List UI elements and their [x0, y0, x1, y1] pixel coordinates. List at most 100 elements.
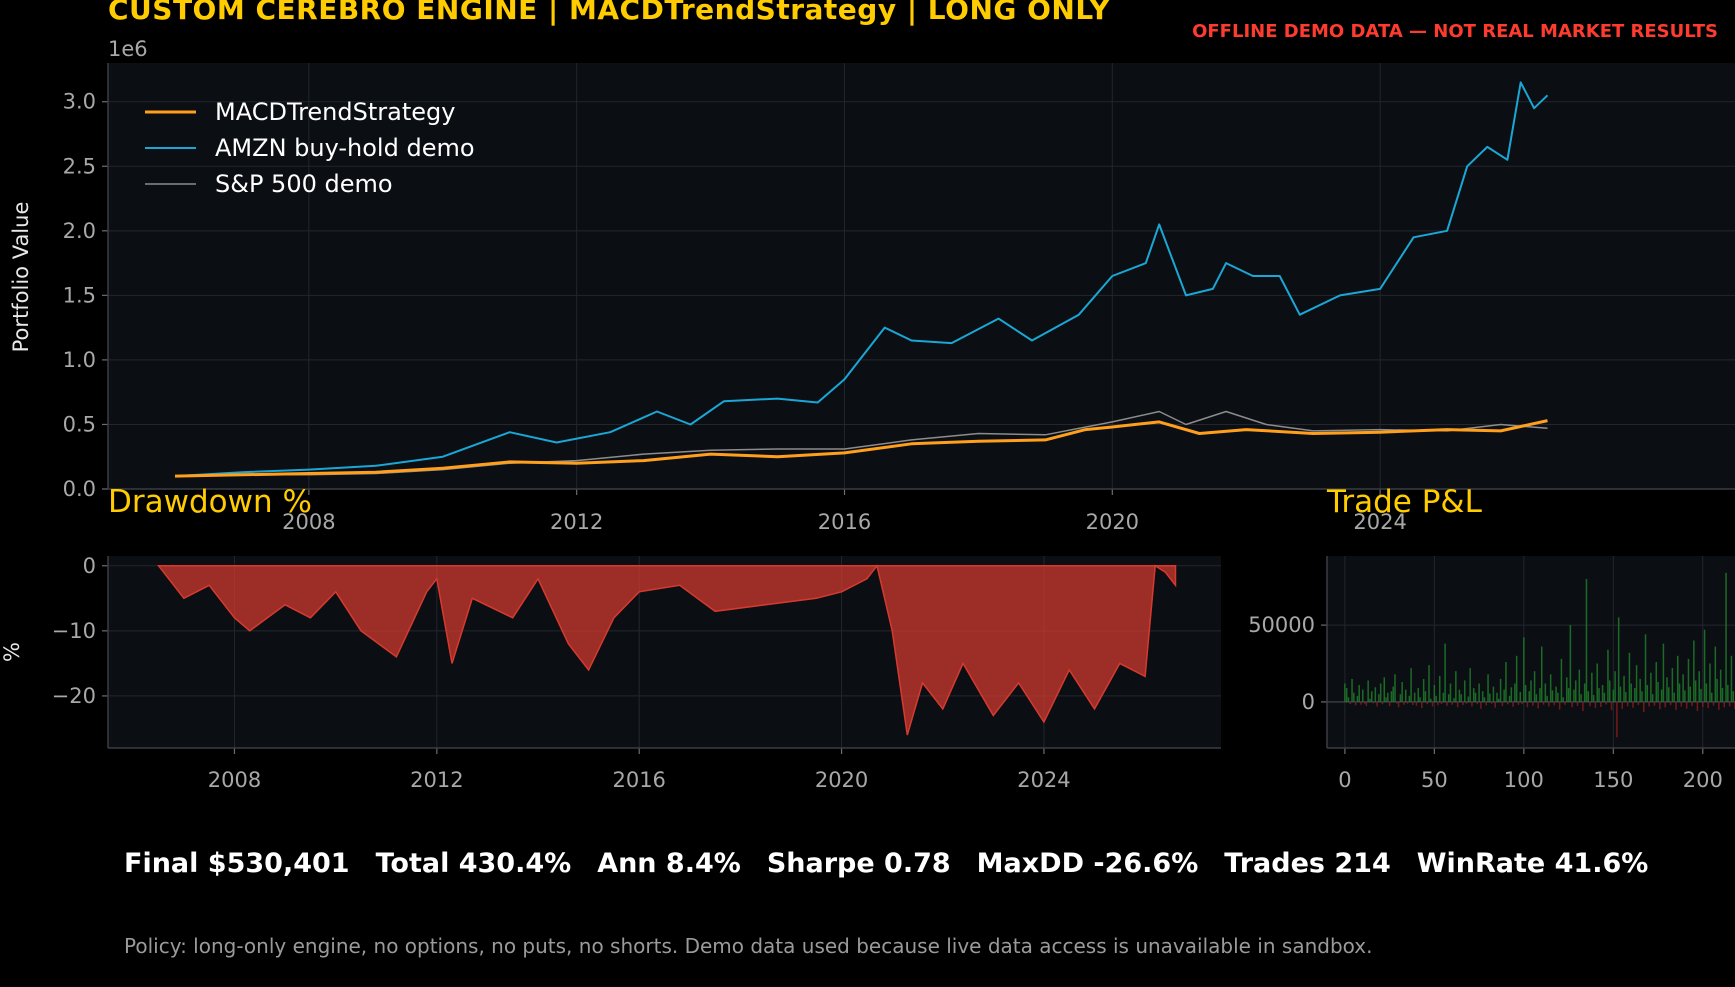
trade-bar — [1372, 701, 1375, 704]
trade-bar — [1630, 683, 1632, 702]
trade-bar — [1635, 665, 1638, 702]
trade-pnl-chart-x-tick-label: 150 — [1593, 768, 1633, 792]
trade-bar — [1716, 678, 1718, 702]
trade-bar — [1691, 701, 1693, 706]
trade-bar — [1465, 701, 1468, 704]
trade-bar — [1469, 668, 1471, 702]
trade-bar — [1562, 697, 1564, 702]
trade-bar — [1544, 683, 1547, 702]
trade-bar — [1651, 694, 1654, 702]
trade-bar — [1345, 688, 1348, 702]
trade-bar — [1498, 698, 1500, 702]
trade-bar — [1422, 678, 1425, 702]
trade-bar — [1406, 701, 1409, 704]
trade-bar — [1403, 701, 1405, 705]
trade-bar — [1512, 701, 1514, 707]
trade-bar — [1539, 688, 1541, 702]
trade-bar — [1376, 701, 1378, 707]
drawdown-chart-x-tick-label: 2020 — [815, 768, 868, 792]
drawdown-title: Drawdown % — [108, 484, 312, 520]
trade-pnl-chart-y-tick-label: 50000 — [1248, 613, 1315, 637]
trade-bar — [1714, 646, 1717, 702]
trade-bar — [1598, 688, 1600, 702]
trade-bar — [1558, 701, 1561, 710]
trade-bar — [1447, 694, 1450, 702]
value-chart-x-tick-label: 2016 — [818, 510, 871, 534]
trade-bar — [1687, 658, 1690, 702]
trade-bar — [1680, 701, 1683, 707]
trade-pnl-chart-y-tick-label: 0 — [1302, 690, 1315, 714]
trade-bar — [1396, 701, 1398, 704]
trade-bar — [1410, 668, 1412, 702]
trade-bar — [1431, 701, 1434, 707]
trade-bar — [1456, 701, 1459, 708]
trade-bar — [1678, 683, 1681, 702]
trade-bar — [1582, 701, 1584, 712]
trade-bar — [1549, 674, 1552, 702]
trade-bar — [1506, 701, 1509, 705]
trade-bar — [1723, 701, 1726, 708]
trade-bar — [1625, 691, 1627, 702]
trade-pnl-chart-x-tick-label: 0 — [1338, 768, 1351, 792]
trade-pnl-chart-x-tick-label: 100 — [1504, 768, 1544, 792]
trade-bar — [1576, 701, 1579, 706]
y-axis-label: Portfolio Value — [9, 202, 33, 353]
drawdown-chart-y-tick-label: −20 — [52, 684, 96, 708]
trade-bar — [1616, 701, 1618, 738]
strategy-line — [174, 419, 1548, 478]
legend-strategy-label: MACDTrendStrategy — [215, 98, 455, 126]
value-chart-y-tick-label: 3.0 — [63, 90, 96, 114]
trade-bar — [1467, 696, 1470, 702]
stat-trades: Trades 214 — [1224, 848, 1391, 879]
trade-bar — [1462, 701, 1464, 706]
trade-bar — [1580, 694, 1582, 702]
trade-bar — [1585, 579, 1588, 702]
trade-bar — [1485, 701, 1488, 706]
trade-bar — [1705, 683, 1708, 702]
trade-bar — [1523, 637, 1525, 702]
trade-bar — [1537, 701, 1539, 709]
trade-bar — [1587, 691, 1590, 702]
demo-data-warning: OFFLINE DEMO DATA — NOT REAL MARKET RESU… — [1192, 21, 1718, 42]
trade-bar — [1455, 671, 1457, 702]
trade-bar — [1591, 672, 1593, 702]
trade-bar — [1401, 682, 1403, 702]
drawdown-chart-x-tick-label: 2008 — [208, 768, 261, 792]
trade-bar — [1501, 701, 1504, 706]
trade-bar — [1718, 701, 1720, 710]
trade-bar — [1689, 686, 1692, 702]
trade-bar — [1721, 688, 1724, 702]
trade-bar — [1727, 685, 1729, 702]
trade-bar — [1440, 701, 1443, 704]
trade-bar — [1460, 694, 1462, 702]
value-chart-y-tick-label: 1.5 — [63, 283, 96, 307]
trade-bar — [1435, 695, 1437, 702]
trade-bar — [1510, 687, 1513, 702]
trade-bar — [1358, 685, 1360, 702]
trade-bar — [1433, 685, 1436, 702]
trade-bar — [1642, 701, 1645, 712]
trade-bar — [1666, 677, 1668, 702]
buyhold-line — [174, 81, 1549, 478]
trade-bar — [1610, 701, 1613, 711]
trade-bar — [1578, 669, 1581, 702]
trade-bar — [1650, 672, 1652, 702]
trade-bar — [1374, 687, 1377, 702]
stat-maxdd: MaxDD -26.6% — [976, 848, 1199, 879]
value-chart-y-tick-label: 0.5 — [63, 412, 96, 436]
trade-bar — [1675, 701, 1677, 710]
trade-bar — [1662, 643, 1665, 702]
trade-bar — [1682, 674, 1684, 702]
trade-bar — [1415, 701, 1418, 706]
trade-bar — [1496, 692, 1498, 702]
trade-bar — [1607, 649, 1609, 702]
trade-bar — [1571, 701, 1573, 708]
trade-bar — [1521, 701, 1523, 705]
trade-bar — [1626, 701, 1629, 707]
trade-bar — [1564, 701, 1566, 705]
trade-bar — [1646, 685, 1649, 702]
trade-bar — [1354, 701, 1357, 706]
trade-bar — [1702, 701, 1704, 707]
value-chart-y-tick-label: 2.0 — [63, 219, 96, 243]
